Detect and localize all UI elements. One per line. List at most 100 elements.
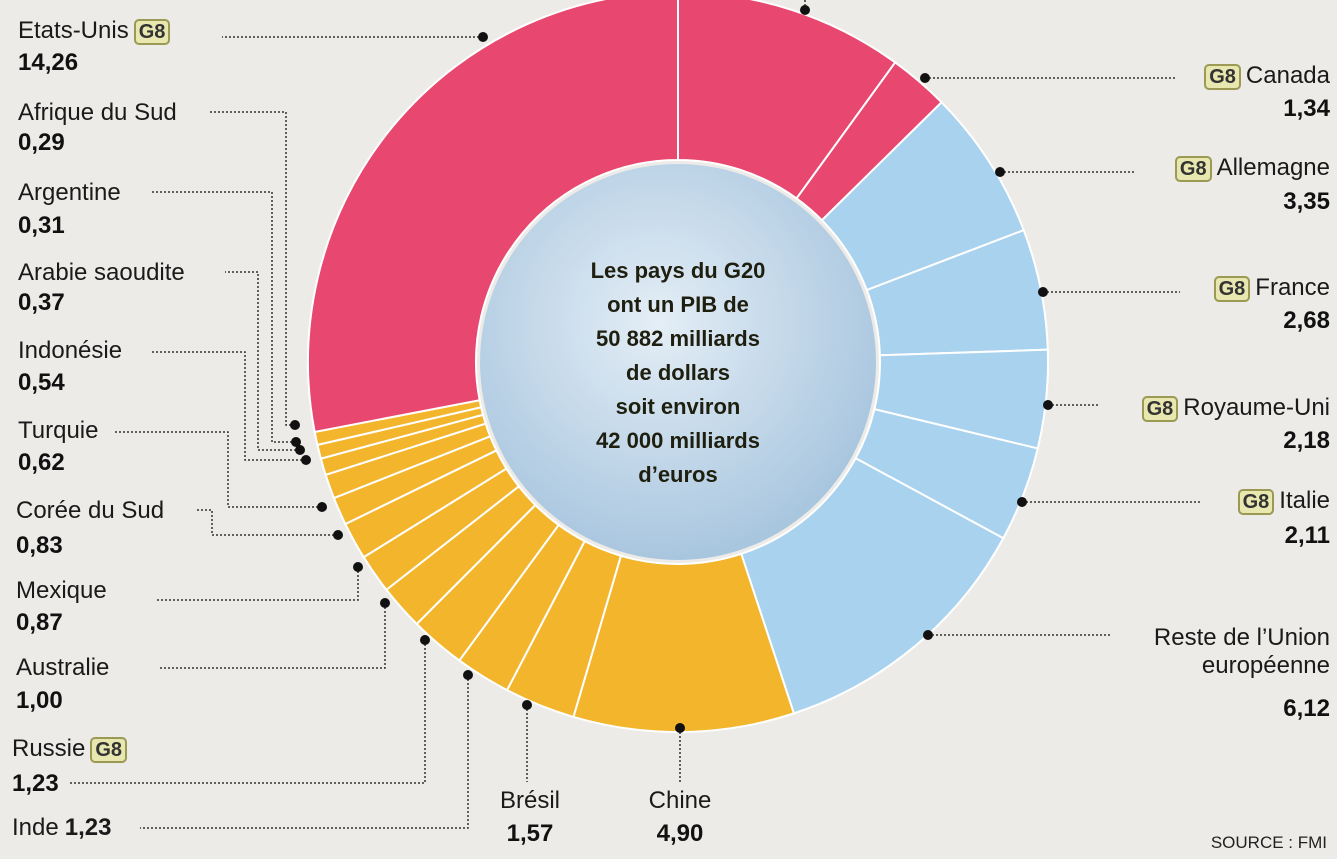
country-name: Canada <box>1245 62 1330 89</box>
country-label: Inde 1,23 <box>12 814 111 842</box>
country-label: Chine <box>648 787 712 814</box>
g8-badge: G8 <box>90 737 128 763</box>
g8-badge: G8 <box>1141 396 1179 422</box>
donut-slice <box>307 0 679 434</box>
value-label: 6,12 <box>1283 695 1330 722</box>
value-label: 1,00 <box>16 687 63 714</box>
country-label: Etats-Unis G8 <box>18 17 175 45</box>
country-name: Arabie saoudite <box>18 259 185 286</box>
g8-badge: G8 <box>1213 276 1251 302</box>
value-label: 0,31 <box>18 212 65 239</box>
country-name: Australie <box>16 654 110 681</box>
leader-line <box>155 567 359 601</box>
country-label: Mexique <box>16 577 107 605</box>
leader-line <box>140 675 469 829</box>
leader-line <box>115 431 322 508</box>
country-name: Afrique du Sud <box>18 99 177 126</box>
leader-dot <box>333 530 343 540</box>
leader-line <box>150 351 306 461</box>
value-label: 1,57 <box>506 820 554 847</box>
leader-dot <box>291 437 301 447</box>
value-label: 4,90 <box>656 820 704 847</box>
leader-dot <box>675 723 685 733</box>
center-text: ont un PIB de <box>607 292 749 317</box>
leader-line <box>210 111 295 426</box>
country-label: Afrique du Sud <box>18 99 177 127</box>
value-label: 0,83 <box>16 532 63 559</box>
leader-dot <box>1038 287 1048 297</box>
country-name: France <box>1255 274 1330 301</box>
leader-dot <box>380 598 390 608</box>
center-text: 50 882 milliards <box>596 326 760 351</box>
leader-dot <box>420 635 430 645</box>
value-label: 0,37 <box>18 289 65 316</box>
leader-dot <box>920 73 930 83</box>
leader-dot <box>301 455 311 465</box>
value-label: 2,68 <box>1283 307 1330 334</box>
country-label: G8 Italie <box>1233 487 1330 515</box>
country-label: Reste de l’Union européenne <box>1110 624 1330 680</box>
leader-line <box>150 191 296 443</box>
value-label: 1,23 <box>64 814 112 841</box>
leader-dot <box>290 420 300 430</box>
donut-slice <box>740 456 1005 715</box>
leader-dot <box>353 562 363 572</box>
g8-badge: G8 <box>1204 64 1241 90</box>
value-label: 0,54 <box>18 369 65 396</box>
country-name: Etats-Unis <box>18 17 129 44</box>
leader-dot <box>478 32 488 42</box>
country-name: Indonésie <box>18 337 123 364</box>
country-label: Brésil <box>499 787 560 814</box>
globe <box>480 164 876 560</box>
leader-line <box>195 509 338 536</box>
leader-dot <box>800 5 810 15</box>
value-label: 1,34 <box>1283 95 1330 122</box>
country-name: Corée du Sud <box>16 497 165 524</box>
center-text: soit environ <box>616 394 741 419</box>
value-label: 3,35 <box>1283 188 1330 215</box>
center-text: d’euros <box>638 462 717 487</box>
country-name: Inde <box>12 814 59 841</box>
country-name: Russie <box>12 735 86 762</box>
country-label: G8 Royaume-Uni <box>1137 394 1330 422</box>
g8-badge: G8 <box>1174 156 1212 182</box>
country-name: Allemagne <box>1216 154 1330 181</box>
leader-dot <box>522 700 532 710</box>
center-text: 42 000 milliards <box>596 428 760 453</box>
country-label: Australie <box>16 654 109 682</box>
value-label: 0,87 <box>16 609 63 636</box>
leader-dot <box>463 670 473 680</box>
country-label: Argentine <box>18 179 121 207</box>
value-label: 0,62 <box>18 449 65 476</box>
country-label: Arabie saoudite <box>18 259 185 287</box>
country-label: Corée du Sud <box>16 497 164 525</box>
country-label: G8 Canada <box>1199 62 1330 90</box>
country-name: Argentine <box>18 179 121 206</box>
leader-dot <box>1043 400 1053 410</box>
leader-dot <box>317 502 327 512</box>
country-name: Turquie <box>18 417 99 444</box>
country-name: Italie <box>1279 487 1330 514</box>
country-label: Indonésie <box>18 337 122 365</box>
center-text: Les pays du G20 <box>591 258 766 283</box>
country-label: G8 France <box>1209 274 1330 302</box>
leader-dot <box>1017 497 1027 507</box>
country-label: Turquie <box>18 417 98 445</box>
country-name: Reste de l’Union européenne <box>1153 624 1330 679</box>
g8-badge: G8 <box>1237 489 1275 515</box>
leader-dot <box>923 630 933 640</box>
country-name: Royaume-Uni <box>1183 394 1330 421</box>
value-label: 14,26 <box>18 49 79 76</box>
leader-dot <box>995 167 1005 177</box>
leader-line <box>225 271 300 451</box>
source: SOURCE : FMI <box>1210 833 1327 852</box>
value-label: 1,23 <box>12 770 59 797</box>
leader-dot <box>295 445 305 455</box>
country-label: Russie G8 <box>12 735 132 763</box>
leader-line <box>160 603 386 669</box>
value-label: 0,29 <box>18 129 65 156</box>
country-name: Mexique <box>16 577 107 604</box>
center-text: de dollars <box>626 360 730 385</box>
